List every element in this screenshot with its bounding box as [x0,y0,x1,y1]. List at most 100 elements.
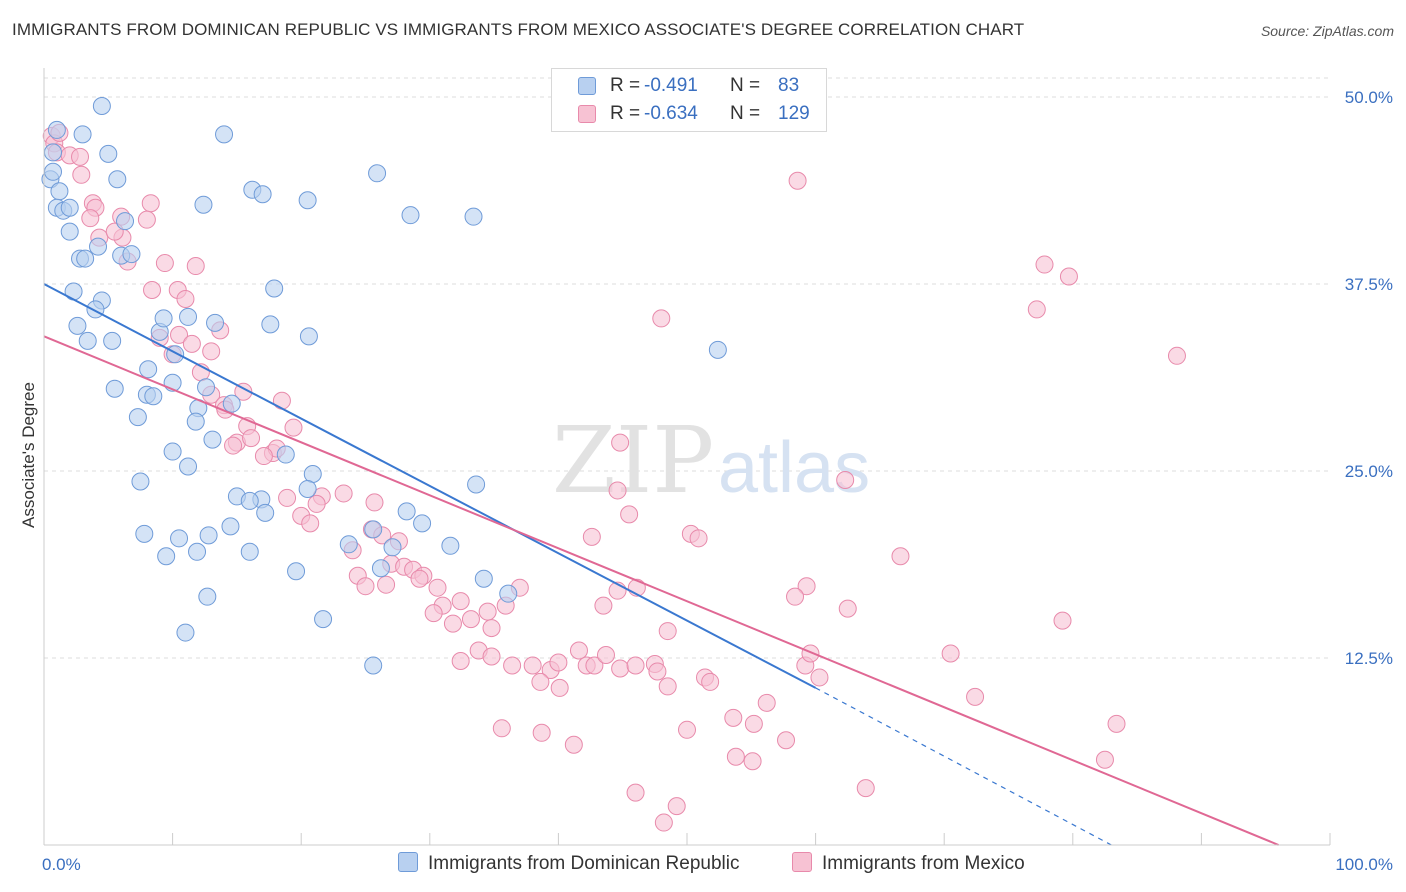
mexico-point [596,646,615,665]
mexico-point [1059,267,1078,286]
dominican-point [176,623,195,642]
mexico-point [652,309,671,328]
dominican-trend-line [43,283,817,689]
mexico-point [482,619,501,638]
dominican-point [240,491,259,510]
mexico-point [626,783,645,802]
dominican-point [68,316,87,335]
dominican-point [92,96,111,115]
mexico-point [777,731,796,750]
x-tick-label: 0.0% [42,855,81,874]
mexico-point [410,569,429,588]
grid-layer [44,77,1330,659]
bottom-legend-label: Immigrants from Dominican Republic [428,853,740,874]
mexico-point [503,656,522,675]
mexico-point [186,257,205,276]
mexico-point [786,587,805,606]
y-axis-label: Associate's Degree [19,382,38,528]
dominican-point [474,569,493,588]
stats-legend: R = -0.491 N = 83 R = -0.634 N = 129 [551,68,827,132]
mexico-point [424,604,443,623]
mexico-point [757,693,776,712]
y-tick-label: 12.5% [1345,649,1393,668]
dominican-point [221,517,240,536]
bottom-legend-swatch-blue [398,852,418,872]
mexico-point [1053,611,1072,630]
dominican-point [206,313,225,332]
mexico-point [202,342,221,361]
dominican-point [708,340,727,359]
mexico-point [836,470,855,489]
dominican-point [99,144,118,163]
dominican-point [364,520,383,539]
dominican-point [157,547,176,566]
mexico-point [966,687,985,706]
legend-swatch-blue [578,77,596,95]
mexico-point [569,641,588,660]
mexico-point [620,505,639,524]
dominican-point [397,502,416,521]
watermark: ZIP atlas [552,407,870,514]
mexico-point [1107,714,1126,733]
bottom-legend-dominican: Immigrants from Dominican Republic [398,852,740,875]
dominican-point [116,212,135,231]
dominican-point [299,327,318,346]
dominican-point [203,430,222,449]
mexico-point [170,325,189,344]
stats-legend-row-dominican: R = -0.491 N = 83 [552,73,826,99]
dominican-point [261,315,280,334]
dominican-point [44,162,63,181]
mexico-point [801,644,820,663]
chart-title: IMMIGRANTS FROM DOMINICAN REPUBLIC VS IM… [12,20,1025,39]
points-layer [41,96,1186,832]
r-value: -0.634 [644,103,698,124]
dominican-point [186,412,205,431]
dominican-point [163,442,182,461]
mexico-point [242,429,261,448]
mexico-point [701,672,720,691]
mexico-point [648,662,667,681]
dominican-point [368,164,387,183]
dominican-point [50,182,69,201]
mexico-point [743,752,762,771]
r-label: R = [610,103,641,124]
dominican-point [298,191,317,210]
watermark-atlas: atlas [718,428,870,508]
mexico-point [1035,255,1054,274]
dominican-point [170,529,189,548]
dominican-point [131,472,150,491]
mexico-point [626,656,645,675]
mexico-point [658,622,677,641]
dominican-point [47,120,66,139]
dominican-point [499,584,518,603]
dominican-point [198,587,217,606]
dominican-point [89,237,108,256]
mexico-point [451,651,470,670]
dominican-point [78,331,97,350]
mexico-point [492,719,511,738]
mexico-point [155,254,174,273]
dominican-point [60,198,79,217]
mexico-point [532,723,551,742]
dominican-point [441,536,460,555]
mexico-point [377,575,396,594]
mexico-point [838,599,857,618]
dominican-point [166,345,185,364]
dominican-point [73,125,92,144]
y-tick-label: 37.5% [1345,275,1393,294]
dominican-point [303,464,322,483]
dominican-point [44,143,63,162]
mexico-point [608,481,627,500]
mexico-point [284,418,303,437]
dominican-point [139,360,158,379]
mexico-point [797,577,816,596]
dominican-point [253,185,272,204]
mexico-point [224,436,243,455]
mexico-point [585,656,604,675]
mexico-point [278,488,297,507]
mexico-point [356,577,375,596]
dominican-point [105,379,124,398]
dominican-point [154,309,173,328]
bottom-legend-mexico: Immigrants from Mexico [792,852,1025,875]
